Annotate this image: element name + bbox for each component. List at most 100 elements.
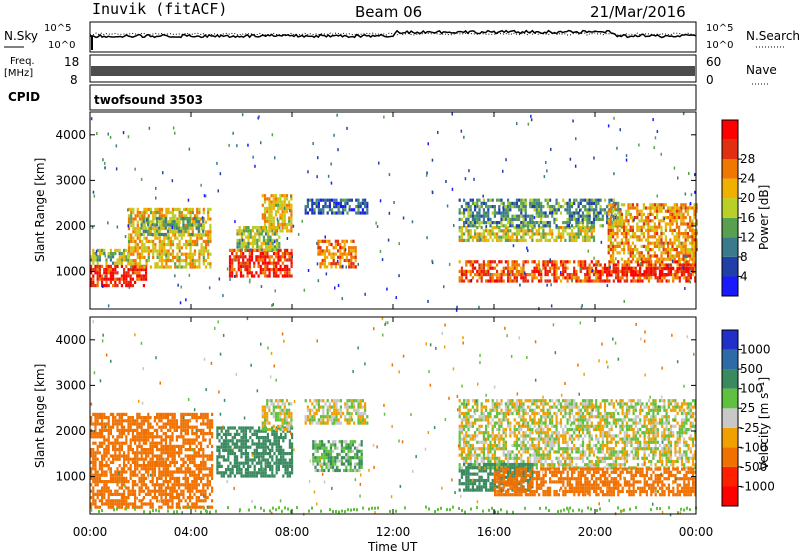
data-cell (242, 255, 245, 259)
data-cell (167, 492, 170, 496)
data-cell (120, 467, 123, 471)
data-cell (520, 205, 523, 209)
data-cell (136, 223, 139, 227)
data-cell (568, 221, 571, 225)
data-cell (222, 432, 225, 436)
data-cell (164, 448, 167, 452)
data-cell (154, 214, 157, 218)
data-cell (270, 268, 273, 272)
data-cell (465, 221, 468, 225)
data-cell (603, 279, 607, 283)
data-cell (247, 235, 250, 239)
data-cell (129, 502, 132, 506)
data-cell (229, 432, 232, 436)
data-cell (509, 221, 512, 225)
data-cell (173, 448, 176, 452)
data-cell (165, 211, 168, 215)
data-cell (248, 255, 251, 259)
data-cell (129, 438, 132, 442)
data-cell (678, 241, 681, 245)
data-cell (162, 444, 165, 448)
data-cell (642, 225, 645, 229)
data-cell (189, 457, 192, 461)
nave-tick-bottom: 0 (706, 73, 714, 87)
data-cell (276, 242, 279, 246)
data-cell (180, 246, 183, 250)
data-cell (222, 474, 225, 478)
data-cell (216, 455, 219, 459)
data-cell (612, 232, 615, 236)
data-cell (173, 223, 176, 227)
data-cell (361, 201, 364, 205)
data-cell (206, 422, 209, 426)
data-speck (425, 173, 428, 177)
data-cell (277, 226, 280, 230)
data-cell (178, 207, 181, 211)
data-cell (175, 223, 178, 227)
data-cell (160, 476, 163, 480)
data-cell (348, 262, 351, 266)
data-cell (162, 460, 165, 464)
data-cell (487, 217, 490, 221)
data-cell (92, 464, 95, 468)
data-cell (588, 229, 591, 233)
data-cell (335, 201, 338, 205)
data-speck (234, 258, 237, 262)
data-cell (487, 229, 490, 233)
data-cell (120, 412, 123, 416)
data-cell (120, 432, 123, 436)
data-cell (482, 201, 485, 205)
data-cell (134, 473, 137, 477)
data-cell (566, 266, 569, 270)
data-cell (187, 252, 190, 256)
data-cell (171, 496, 174, 500)
data-cell (140, 223, 143, 227)
data-cell (182, 220, 185, 224)
data-cell (504, 211, 507, 215)
data-cell (242, 258, 245, 262)
data-cell (656, 225, 659, 229)
data-cell (614, 238, 617, 242)
data-cell (92, 432, 95, 436)
data-cell (129, 473, 132, 477)
data-cell (98, 255, 101, 259)
data-cell (647, 216, 650, 220)
data-cell (270, 255, 273, 259)
data-cell (628, 267, 631, 271)
data-cell (337, 205, 340, 209)
data-cell (339, 255, 342, 259)
data-cell (130, 233, 133, 237)
data-cell (171, 412, 174, 416)
data-cell (555, 198, 558, 202)
data-cell (654, 270, 657, 274)
data-cell (694, 276, 697, 280)
data-cell (651, 219, 654, 223)
data-cell (105, 470, 108, 474)
data-cell (209, 207, 212, 211)
data-speck (694, 173, 696, 177)
data-cell (195, 483, 198, 487)
data-cell (636, 260, 640, 264)
data-speck (241, 238, 244, 242)
data-cell (197, 428, 200, 432)
data-cell (127, 252, 131, 256)
data-cell (482, 208, 485, 212)
data-cell (520, 273, 523, 277)
data-cell (263, 194, 267, 198)
data-cell (638, 212, 641, 216)
data-cell (586, 235, 589, 239)
data-cell (266, 268, 269, 272)
data-cell (498, 273, 501, 277)
data-cell (672, 276, 675, 280)
data-cell (167, 499, 170, 503)
data-cell (268, 203, 271, 207)
data-cell (98, 268, 101, 272)
data-cell (562, 198, 565, 202)
data-cell (513, 205, 516, 209)
data-speck (448, 262, 451, 266)
data-cell (191, 432, 194, 436)
data-cell (186, 505, 189, 509)
data-cell (118, 277, 121, 281)
data-cell (562, 226, 565, 230)
data-cell (634, 273, 637, 277)
